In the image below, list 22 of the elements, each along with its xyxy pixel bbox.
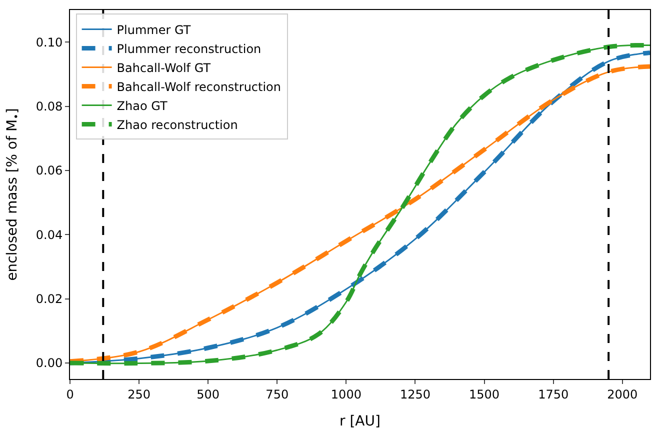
x-tick-label: 250	[128, 387, 151, 402]
legend-label: Zhao reconstruction	[116, 118, 238, 132]
legend-label: Zhao GT	[116, 98, 168, 113]
legend-label: Bahcall-Wolf reconstruction	[116, 80, 282, 94]
x-axis-title: r [AU]	[340, 414, 380, 430]
y-tick-label: 0.08	[36, 99, 63, 114]
y-tick-label: 0.00	[36, 356, 63, 370]
x-tick-label: 1000	[330, 387, 362, 402]
y-tick-label: 0.02	[36, 292, 63, 306]
x-tick-label: 750	[266, 387, 289, 402]
legend-label: Plummer GT	[116, 22, 192, 37]
legend-label: Bahcall-Wolf GT	[116, 60, 212, 75]
x-tick-label: 1250	[400, 387, 431, 402]
x-tick-label: 1500	[469, 387, 500, 402]
y-tick-label: 0.06	[36, 164, 63, 178]
legend-label: Plummer reconstruction	[116, 42, 262, 56]
y-tick-label: 0.10	[36, 35, 63, 50]
x-tick-label: 1750	[538, 387, 569, 402]
x-tick-label: 2000	[607, 387, 638, 402]
x-tick-label: 500	[196, 387, 220, 402]
x-tick-label: 0	[66, 387, 74, 402]
y-tick-label: 0.04	[36, 228, 63, 242]
